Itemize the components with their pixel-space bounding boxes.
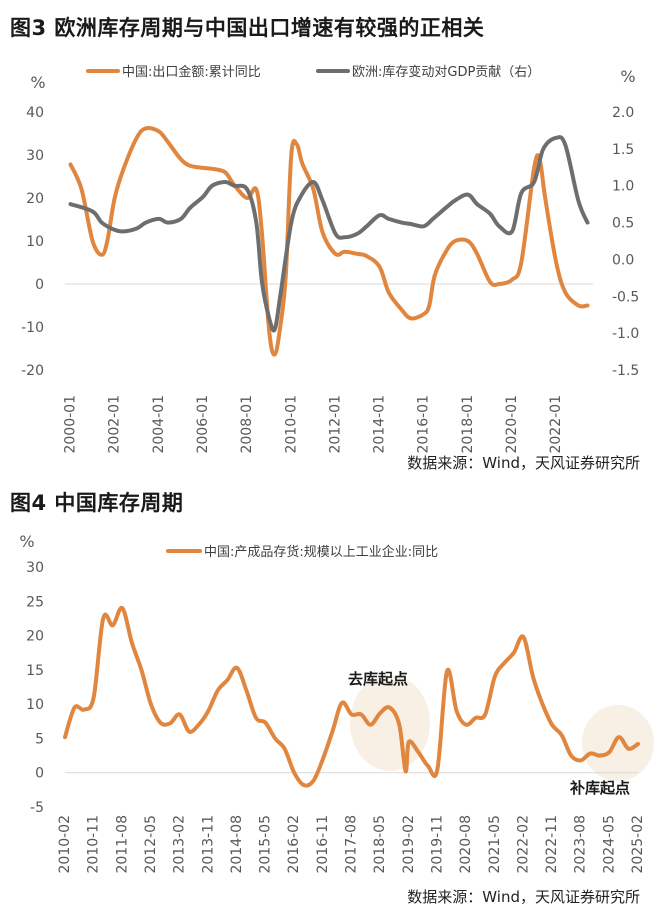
series-line-china-export <box>68 126 590 357</box>
x-tick-label: 2011-08 <box>114 815 130 874</box>
left-y-tick-label: 40 <box>26 105 44 121</box>
series-line-inventory <box>63 605 640 788</box>
x-tick-label: 2016-02 <box>286 815 302 874</box>
right-y-tick-label: -0.5 <box>612 289 639 305</box>
x-tick-label: 2004-01 <box>151 395 167 454</box>
legend-label: 中国:产成品存货:规模以上工业企业:同比 <box>204 544 438 560</box>
x-tick-label: 2022-01 <box>548 395 564 454</box>
left-y-tick-label: 30 <box>26 148 44 164</box>
right-y-tick-label: -1.0 <box>612 326 639 342</box>
x-tick-label: 2013-11 <box>200 815 216 874</box>
x-tick-label: 2015-05 <box>258 815 274 874</box>
y-tick-label: 30 <box>26 560 44 576</box>
x-tick-label: 2008-01 <box>239 395 255 454</box>
figure3-source: 数据来源：Wind，天风证券研究所 <box>407 454 640 472</box>
figure4-chart: % 30 25 20 15 10 5 0 -5 2010-02 2010-11 2011-08 2012… <box>19 532 654 874</box>
y-tick-label: -5 <box>30 800 44 816</box>
left-axis-unit: % <box>30 73 45 92</box>
annotation-restock: 补库起点 <box>569 779 630 797</box>
x-tick-label: 2016-11 <box>315 815 331 874</box>
x-tick-label: 2022-11 <box>544 815 560 874</box>
right-y-tick-label: 2.0 <box>612 105 634 121</box>
x-tick-label: 2022-02 <box>515 815 531 874</box>
left-y-tick-label: -10 <box>21 320 44 336</box>
x-tick-label: 2002-01 <box>107 395 123 454</box>
annotation-destock: 去库起点 <box>348 670 408 688</box>
restock-highlight <box>582 705 654 781</box>
left-y-tick-label: 20 <box>26 191 44 207</box>
x-tick-label: 2012-05 <box>143 815 159 874</box>
figure4-title: 图4 中国库存周期 <box>10 491 184 515</box>
x-tick-label: 2018-05 <box>372 815 388 874</box>
right-y-tick-label: 0.0 <box>612 252 634 268</box>
right-y-tick-label: 1.5 <box>612 142 634 158</box>
figure4-source: 数据来源：Wind，天风证券研究所 <box>407 888 640 906</box>
x-tick-label: 2013-02 <box>172 815 188 874</box>
right-y-tick-label: -1.5 <box>612 363 639 379</box>
x-tick-label: 2019-11 <box>429 815 445 874</box>
x-tick-label: 2000-01 <box>63 395 79 454</box>
figure3-chart: % % 40 30 20 10 0 -10 -20 2.0 1.5 1.0 0.5 0.0 -0.5 -1.0… <box>21 64 639 454</box>
x-tick-label: 2010-11 <box>86 815 102 874</box>
right-y-tick-label: 1.0 <box>612 179 634 195</box>
x-tick-label: 2019-02 <box>401 815 417 874</box>
y-tick-label: 0 <box>35 766 44 782</box>
right-y-tick-label: 0.5 <box>612 216 634 232</box>
y-tick-label: 10 <box>26 697 44 713</box>
x-tick-label: 2012-01 <box>327 395 343 454</box>
x-tick-label: 2014-08 <box>229 815 245 874</box>
x-tick-label: 2006-01 <box>195 395 211 454</box>
legend-label: 欧洲:库存变动对GDP贡献（右） <box>352 64 540 80</box>
x-tick-label: 2017-08 <box>344 815 360 874</box>
x-tick-label: 2014-01 <box>372 395 388 454</box>
right-axis-unit: % <box>620 67 635 86</box>
x-tick-label: 2010-02 <box>57 815 73 874</box>
series-line-europe-inventory <box>68 135 590 333</box>
legend-label: 中国:出口金额:累计同比 <box>122 64 261 80</box>
destock-highlight <box>350 675 430 771</box>
x-tick-label: 2020-01 <box>504 395 520 454</box>
left-y-tick-label: 0 <box>35 277 44 293</box>
y-tick-label: 20 <box>26 629 44 645</box>
y-tick-label: 5 <box>35 731 44 747</box>
left-y-tick-label: -20 <box>21 363 44 379</box>
x-tick-label: 2016-01 <box>416 395 432 454</box>
x-tick-label: 2023-08 <box>573 815 589 874</box>
x-tick-label: 2018-01 <box>460 395 476 454</box>
left-y-tick-label: 10 <box>26 234 44 250</box>
x-tick-label: 2025-02 <box>630 815 646 874</box>
x-tick-label: 2024-05 <box>601 815 617 874</box>
y-axis-unit: % <box>19 532 34 551</box>
y-tick-label: 25 <box>26 594 44 610</box>
x-tick-label: 2020-08 <box>458 815 474 874</box>
x-tick-label: 2021-05 <box>487 815 503 874</box>
y-tick-label: 15 <box>26 663 44 679</box>
x-tick-label: 2010-01 <box>283 395 299 454</box>
figure3-title: 图3 欧洲库存周期与中国出口增速有较强的正相关 <box>10 16 485 40</box>
